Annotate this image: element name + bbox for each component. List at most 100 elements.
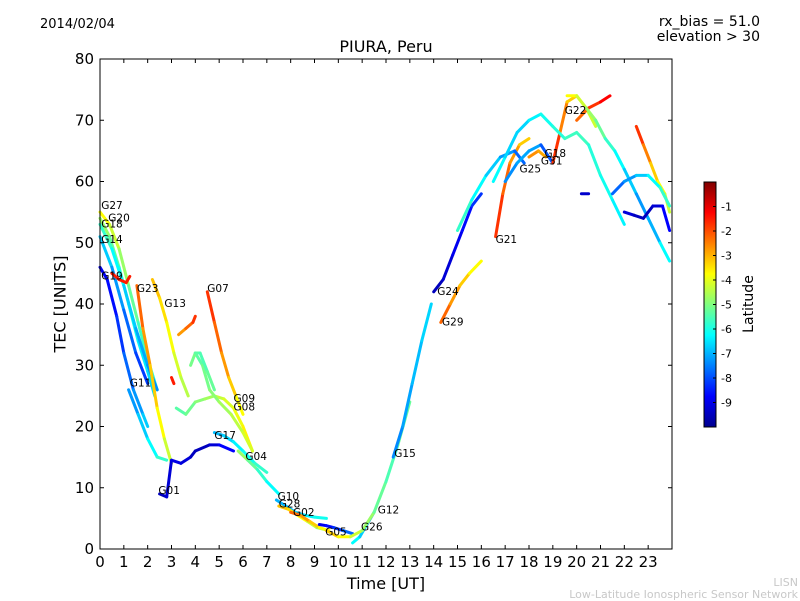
watermark-line-1: LISN	[773, 576, 798, 589]
series-track	[127, 388, 169, 462]
series-segment	[227, 376, 238, 398]
y-tick-layer: 0 10 20 30 40 50 60 70 80	[75, 50, 672, 558]
series-segment	[332, 526, 345, 533]
series-segment	[584, 106, 598, 122]
series-segment	[537, 149, 548, 159]
series-segment	[98, 235, 114, 269]
x-axis-label: Time [UT]	[346, 574, 426, 593]
series-label: G28	[279, 498, 301, 510]
series-track	[135, 284, 173, 465]
series-segment	[131, 388, 145, 416]
x-tick-label: 2	[143, 553, 153, 571]
series-segment	[641, 143, 653, 165]
series-segment	[298, 513, 312, 523]
series-segment	[303, 513, 316, 519]
date-label: 2014/02/04	[40, 17, 115, 32]
series-segment	[150, 278, 162, 300]
y-tick-label: 80	[75, 50, 94, 68]
series-segment	[599, 173, 614, 202]
series-segment	[503, 131, 519, 159]
series-segment	[646, 173, 662, 190]
series-segment	[141, 327, 152, 367]
x-tick-label: 20	[567, 553, 586, 571]
series-segment	[458, 271, 471, 288]
series-segment	[451, 229, 464, 257]
series-track	[503, 143, 555, 183]
x-tick-label: 12	[376, 553, 395, 571]
series-segment	[484, 155, 502, 177]
series-segment	[229, 412, 245, 435]
series-segment	[170, 376, 176, 386]
series-segment	[551, 124, 567, 141]
series-segment	[432, 278, 445, 294]
series-segment	[441, 253, 455, 281]
series-segment	[308, 519, 321, 530]
series-segment	[246, 458, 259, 471]
series-segment	[646, 216, 662, 245]
series-track	[170, 376, 176, 386]
series-segment	[587, 143, 602, 177]
series-label: G18	[101, 218, 123, 230]
series-segment	[234, 394, 245, 416]
series-track	[324, 400, 412, 539]
series-label: G15	[394, 448, 416, 460]
series-segment	[470, 173, 488, 202]
series-label: G04	[245, 451, 267, 463]
series-segment	[193, 443, 212, 453]
series-segment	[641, 204, 655, 220]
series-segment	[634, 124, 645, 147]
x-tick-label: 6	[238, 553, 248, 571]
series-segment	[274, 498, 288, 508]
series-segment	[255, 467, 269, 484]
series-segment	[136, 320, 150, 361]
series-segment	[205, 369, 216, 392]
series-label: G08	[234, 402, 256, 414]
x-tick-label: 14	[424, 553, 443, 571]
series-label: G11	[130, 378, 152, 390]
series-segment	[277, 504, 290, 511]
series-label: G10	[278, 491, 300, 503]
series-segment	[179, 376, 190, 398]
series-segment	[155, 406, 166, 441]
elevation-label: elevation > 30	[656, 29, 760, 45]
x-tick-label: 10	[329, 553, 348, 571]
series-segment	[632, 213, 645, 220]
series-segment	[508, 143, 521, 165]
series-segment	[470, 192, 483, 208]
series-segment	[341, 529, 355, 536]
series-segment	[391, 425, 405, 459]
series-track	[456, 149, 526, 232]
series-segment	[658, 186, 672, 208]
series-track	[189, 351, 216, 392]
series-segment	[603, 137, 617, 153]
y-tick-label: 10	[75, 479, 94, 497]
x-tick-layer: 0 1 2 3 4 5 6 7 8 9 10 11 12 13 14 15 16 17 18 19 20 21 22 23	[95, 59, 658, 571]
series-segment	[105, 278, 119, 318]
series-label: G05	[325, 527, 347, 539]
x-tick-label: 8	[286, 553, 296, 571]
series-segment	[98, 210, 111, 226]
series-segment	[193, 351, 204, 367]
series-segment	[241, 431, 254, 453]
series-label: G02	[293, 507, 315, 519]
series-track	[205, 290, 245, 416]
x-tick-label: 7	[262, 553, 272, 571]
series-segment	[467, 259, 483, 275]
x-tick-label: 0	[95, 553, 105, 571]
series-segment	[587, 100, 602, 110]
series-segment	[174, 406, 188, 416]
series-label: G31	[541, 155, 563, 167]
series-track	[177, 314, 197, 337]
series-segment	[208, 388, 221, 404]
series-segment	[503, 161, 519, 183]
series-segment	[410, 339, 424, 386]
series-label-layer: G27G20G18G14G19G11G23G13G07G09G08G17G01G…	[101, 105, 586, 538]
series-segment	[189, 351, 197, 367]
watermark-line-2: Low-Latitude Ionospheric Sensor Network	[569, 588, 798, 601]
series-track	[610, 173, 672, 208]
x-tick-label: 21	[591, 553, 610, 571]
colorbar-tick-label: -5	[721, 299, 732, 312]
x-tick-label: 17	[496, 553, 515, 571]
series-layer	[98, 94, 672, 545]
